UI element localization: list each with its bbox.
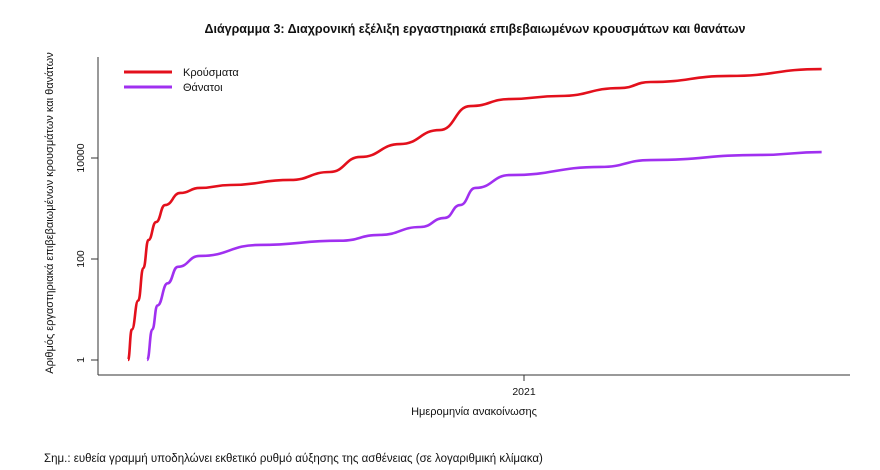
y-axis-label: Αριθμός εργαστηριακά επιβεβαιωμένων κρου…: [44, 52, 56, 374]
y-tick-label: 100: [75, 250, 87, 268]
legend-label-cases: Κρούσματα: [183, 67, 239, 79]
series-line-cases: [126, 67, 822, 362]
series-line-deaths: [145, 150, 822, 362]
legend-label-deaths: Θάνατοι: [183, 82, 223, 94]
x-tick-label: 2021: [512, 386, 536, 398]
legend: Κρούσματα Θάνατοι: [124, 67, 239, 94]
x-axis-label: Ημερομηνία ανακοίνωσης: [411, 406, 537, 418]
y-tick-label: 1: [75, 357, 87, 363]
y-tick-label: 10000: [75, 143, 87, 172]
footnote: Σημ.: ευθεία γραμμή υποδηλώνει εκθετικό …: [44, 453, 543, 465]
chart-title: Διάγραμμα 3: Διαχρονική εξέλιξη εργαστηρ…: [204, 22, 745, 36]
